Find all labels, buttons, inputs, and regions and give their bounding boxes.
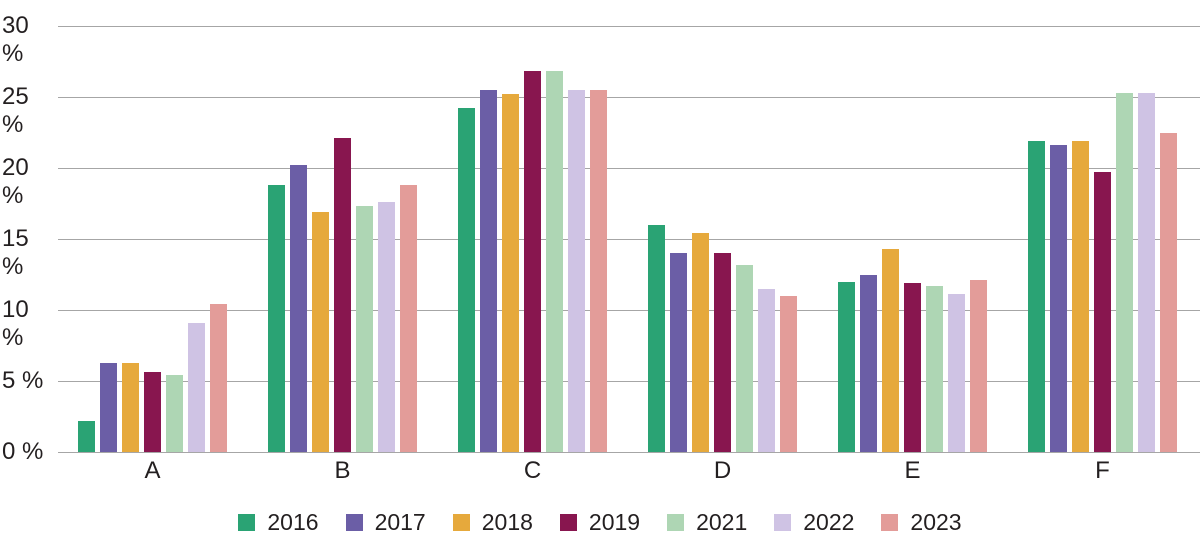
bar-2018-E [882,248,899,452]
bar-2023-A [210,304,227,452]
bar-2018-D [692,233,709,452]
bar-2023-F [1160,132,1177,452]
legend-swatch-2021 [667,513,685,531]
gridline [58,25,1200,27]
x-axis-label-C: C [523,457,542,484]
bar-2017-C [480,89,497,452]
bar-2018-F [1072,141,1089,452]
legend-swatch-2023 [881,513,899,531]
x-axis-label-E: E [904,457,921,484]
bar-2017-B [290,165,307,452]
bar-2021-A [166,375,183,452]
y-axis-tick-label: 25 % [2,83,29,138]
bar-2016-E [838,281,855,452]
bar-2021-C [546,71,563,452]
y-axis-tick-label: 15 % [2,225,29,280]
legend-label-2021: 2021 [696,509,748,535]
y-axis-tick-label: 5 % [2,367,44,394]
bar-2019-E [904,283,921,452]
plot-area: 0 % 5 % 10 % 15 % 20 % 25 % 30 % [2,12,1200,465]
bar-2017-D [670,253,687,452]
y-axis-tick-label: 10 % [2,296,29,351]
gridline [58,380,1200,382]
bar-2017-E [860,274,877,452]
bar-2022-F [1138,92,1155,452]
legend-item-2017: 2017 [345,509,426,535]
legend-swatch-2019 [559,513,577,531]
legend-label-2023: 2023 [910,509,962,535]
legend-swatch-2017 [345,513,363,531]
bar-2017-F [1050,145,1067,452]
bar-2023-D [780,295,797,452]
legend-item-2021: 2021 [667,509,747,535]
x-axis-label-D: D [713,457,732,484]
legend-item-2023: 2023 [881,509,962,535]
bar-2017-A [100,362,117,452]
bar-2016-D [648,224,665,452]
legend-item-2016: 2016 [238,509,319,535]
bar-2019-A [144,372,161,452]
gridline [58,96,1200,98]
bar-2018-B [312,212,329,452]
gridline [58,309,1200,311]
legend-label-2018: 2018 [481,509,533,535]
x-axis-label-B: B [334,457,351,484]
legend-swatch-2018 [452,513,470,531]
bar-2022-B [378,202,395,452]
bar-2023-E [970,280,987,452]
legend-swatch-2022 [774,513,792,531]
x-axis-label-A: A [144,457,161,484]
legend-label-2017: 2017 [374,509,426,535]
legend-label-2016: 2016 [267,509,319,535]
y-axis-tick-label: 0 % [2,438,44,465]
legend: 2016 2017 2018 2019 2021 2022 2023 [0,505,1200,539]
bar-2022-C [568,89,585,452]
bar-2016-F [1028,141,1045,452]
legend-label-2019: 2019 [588,509,641,535]
bar-2021-D [736,264,753,452]
bar-2022-A [188,322,205,452]
x-axis-label-F: F [1095,457,1110,484]
bar-2018-C [502,94,519,452]
bar-2016-C [458,108,475,452]
legend-item-2022: 2022 [774,509,854,535]
bar-2019-B [334,138,351,452]
legend-swatch-2016 [238,513,256,531]
y-axis-tick-label: 30 % [2,12,29,67]
legend-label-2022: 2022 [803,509,855,535]
bar-2019-D [714,253,731,452]
bar-2018-A [122,362,139,452]
legend-item-2019: 2019 [559,509,641,535]
bar-2016-B [268,185,285,452]
bar-2016-A [78,420,95,452]
gridline [58,238,1200,240]
y-axis-tick-label: 20 % [2,154,29,209]
bar-2021-F [1116,92,1133,452]
bar-2022-E [948,294,965,452]
legend-item-2018: 2018 [452,509,533,535]
bar-2021-E [926,285,943,452]
bar-2022-D [758,288,775,452]
bar-2023-B [400,185,417,452]
bar-2023-C [590,89,607,452]
x-axis-line [58,451,1200,453]
gridline [58,167,1200,169]
bar-2019-F [1094,172,1111,452]
bar-2019-C [524,71,541,452]
bar-2021-B [356,206,373,452]
